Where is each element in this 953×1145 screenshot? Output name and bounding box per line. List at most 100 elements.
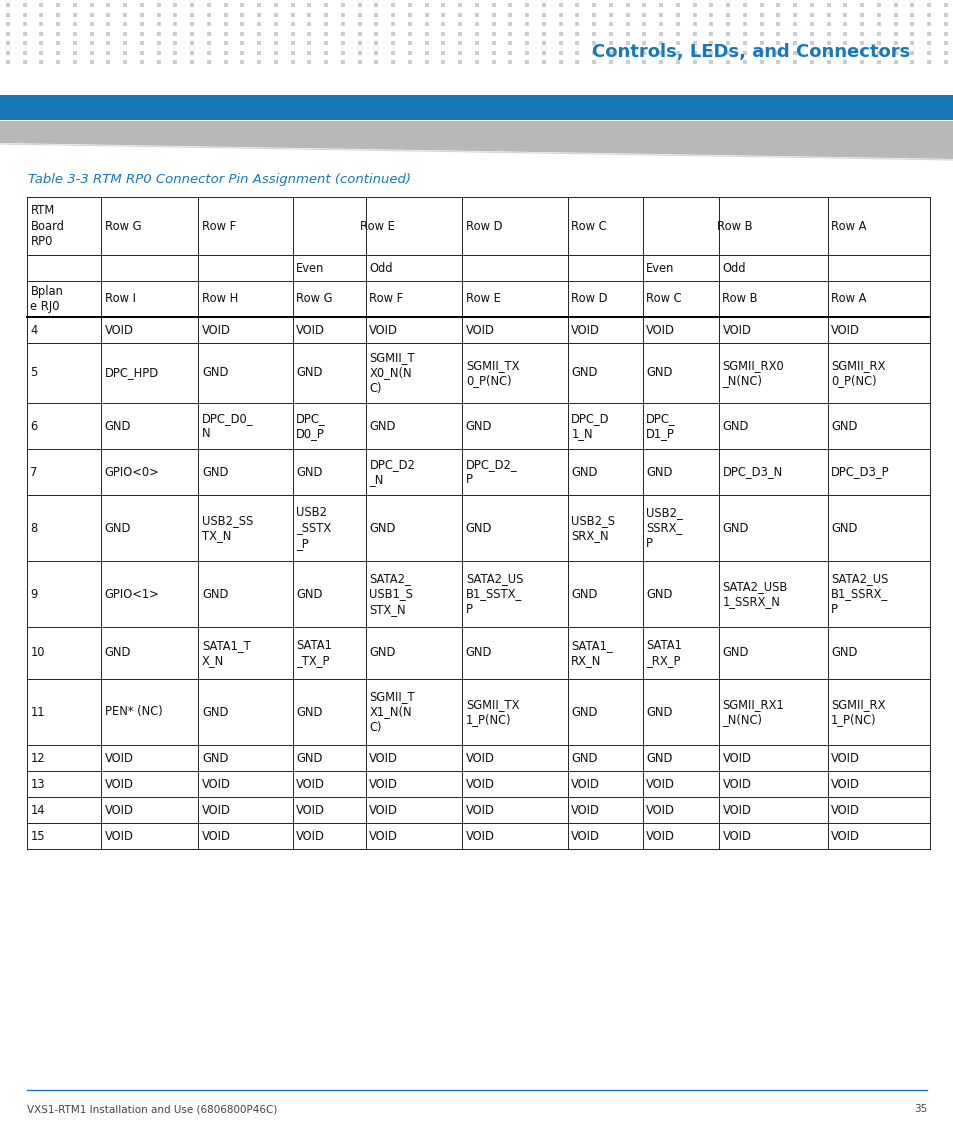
Text: USB2
_SSTX
_P: USB2 _SSTX _P (296, 506, 332, 550)
Text: GND: GND (830, 419, 857, 433)
Text: GND: GND (646, 366, 672, 379)
Text: VOID: VOID (571, 324, 599, 337)
Text: Row G: Row G (296, 292, 333, 306)
Text: DPC_D2_
P: DPC_D2_ P (465, 458, 517, 487)
Text: VOID: VOID (571, 804, 599, 816)
Text: Row E: Row E (465, 292, 500, 306)
Text: 9: 9 (30, 587, 38, 600)
Text: SATA2_USB
1_SSRX_N: SATA2_USB 1_SSRX_N (721, 579, 787, 608)
Text: 8: 8 (30, 521, 38, 535)
Text: GND: GND (369, 419, 395, 433)
Text: 5: 5 (30, 366, 38, 379)
Text: VOID: VOID (571, 829, 599, 843)
Text: GND: GND (571, 366, 597, 379)
Text: VOID: VOID (646, 777, 675, 790)
Text: USB2_S
SRX_N: USB2_S SRX_N (571, 514, 615, 543)
Polygon shape (0, 121, 953, 159)
Text: GND: GND (571, 587, 597, 600)
Text: VOID: VOID (202, 829, 231, 843)
Text: GND: GND (830, 647, 857, 660)
Text: VOID: VOID (296, 324, 325, 337)
Text: DPC_D0_
N: DPC_D0_ N (202, 412, 253, 440)
Text: SGMII_T
X1_N(N
C): SGMII_T X1_N(N C) (369, 690, 415, 734)
Text: VOID: VOID (465, 324, 494, 337)
Text: GND: GND (296, 466, 322, 479)
Text: 35: 35 (913, 1104, 926, 1114)
Text: GND: GND (296, 587, 322, 600)
Text: VOID: VOID (202, 804, 231, 816)
Text: Row A: Row A (830, 220, 865, 232)
Text: 11: 11 (30, 705, 45, 719)
Text: GND: GND (721, 647, 748, 660)
Text: SATA1_T
X_N: SATA1_T X_N (202, 639, 251, 668)
Text: GND: GND (571, 751, 597, 765)
Text: GND: GND (646, 587, 672, 600)
Text: 12: 12 (30, 751, 45, 765)
Text: VOID: VOID (721, 324, 751, 337)
Text: VOID: VOID (721, 777, 751, 790)
Text: SGMII_T
X0_N(N
C): SGMII_T X0_N(N C) (369, 352, 415, 395)
Text: 10: 10 (30, 647, 45, 660)
Text: Row F: Row F (202, 220, 236, 232)
Text: VOID: VOID (369, 829, 397, 843)
Text: SGMII_TX
1_P(NC): SGMII_TX 1_P(NC) (465, 697, 518, 726)
Text: VOID: VOID (646, 804, 675, 816)
Text: GND: GND (571, 705, 597, 719)
Bar (0, 95, 953, 120)
Text: GND: GND (646, 466, 672, 479)
Text: Row G: Row G (105, 220, 141, 232)
Text: DPC_
D1_P: DPC_ D1_P (646, 412, 676, 440)
Text: USB2_SS
TX_N: USB2_SS TX_N (202, 514, 253, 543)
Text: Row I: Row I (105, 292, 135, 306)
Text: VOID: VOID (830, 804, 859, 816)
Text: VOID: VOID (830, 829, 859, 843)
Text: GND: GND (465, 521, 492, 535)
Text: Row H: Row H (202, 292, 238, 306)
Text: Row E: Row E (359, 220, 395, 232)
Text: VOID: VOID (465, 751, 494, 765)
Text: Row C: Row C (571, 220, 606, 232)
Text: Row D: Row D (465, 220, 501, 232)
Text: GND: GND (105, 521, 131, 535)
Text: SGMII_RX1
_N(NC): SGMII_RX1 _N(NC) (721, 697, 783, 726)
Text: GND: GND (571, 466, 597, 479)
Text: VOID: VOID (571, 777, 599, 790)
Text: VOID: VOID (369, 324, 397, 337)
Text: VOID: VOID (369, 777, 397, 790)
Text: Table 3-3 RTM RP0 Connector Pin Assignment (continued): Table 3-3 RTM RP0 Connector Pin Assignme… (28, 174, 411, 187)
Text: GND: GND (105, 419, 131, 433)
Text: VOID: VOID (830, 324, 859, 337)
Text: GND: GND (296, 705, 322, 719)
Text: VOID: VOID (105, 751, 133, 765)
Text: GND: GND (721, 521, 748, 535)
Text: DPC_HPD: DPC_HPD (105, 366, 158, 379)
Text: SATA2_US
B1_SSRX_
P: SATA2_US B1_SSRX_ P (830, 572, 887, 616)
Text: GND: GND (721, 419, 748, 433)
Text: SGMII_RX
0_P(NC): SGMII_RX 0_P(NC) (830, 358, 884, 387)
Text: SGMII_TX
0_P(NC): SGMII_TX 0_P(NC) (465, 358, 518, 387)
Text: VOID: VOID (721, 829, 751, 843)
Text: Odd: Odd (369, 261, 393, 275)
Text: GND: GND (296, 366, 322, 379)
Text: 13: 13 (30, 777, 45, 790)
Text: GND: GND (465, 647, 492, 660)
Text: 4: 4 (30, 324, 38, 337)
Text: GND: GND (202, 587, 228, 600)
Text: DPC_D3_P: DPC_D3_P (830, 466, 889, 479)
Text: GND: GND (202, 705, 228, 719)
Text: Even: Even (296, 261, 324, 275)
Text: SATA2_US
B1_SSTX_
P: SATA2_US B1_SSTX_ P (465, 572, 522, 616)
Text: DPC_
D0_P: DPC_ D0_P (296, 412, 326, 440)
Text: DPC_D
1_N: DPC_D 1_N (571, 412, 609, 440)
Text: VOID: VOID (202, 324, 231, 337)
Text: VOID: VOID (369, 804, 397, 816)
Text: Bplan
e RJ0: Bplan e RJ0 (30, 285, 63, 314)
Text: VOID: VOID (465, 777, 494, 790)
Text: VOID: VOID (296, 777, 325, 790)
Text: 14: 14 (30, 804, 45, 816)
Text: Controls, LEDs, and Connectors: Controls, LEDs, and Connectors (591, 44, 909, 61)
Text: Row D: Row D (571, 292, 607, 306)
Text: VOID: VOID (646, 829, 675, 843)
Text: GND: GND (646, 751, 672, 765)
Text: Row B: Row B (721, 292, 758, 306)
